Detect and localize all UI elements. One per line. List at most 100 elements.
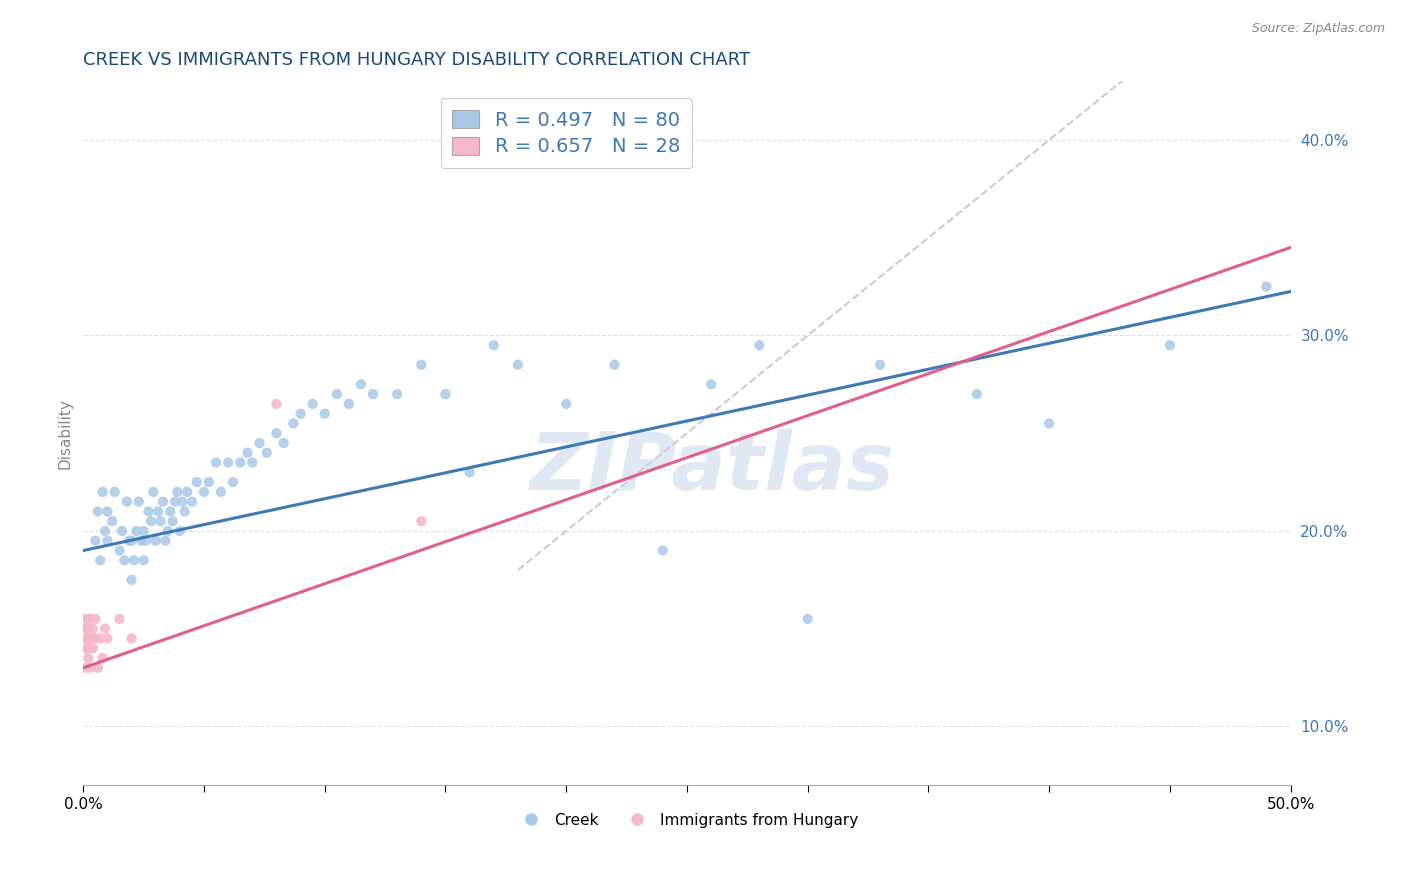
Point — [129, 533, 152, 548]
Point — [146, 504, 169, 518]
Point — [139, 514, 162, 528]
Point — [411, 514, 433, 528]
Point — [152, 494, 174, 508]
Point — [96, 533, 118, 548]
Point — [1038, 417, 1060, 431]
Point — [111, 524, 134, 538]
Point — [458, 466, 481, 480]
Point — [77, 612, 100, 626]
Point — [166, 484, 188, 499]
Point — [122, 553, 145, 567]
Point — [266, 397, 288, 411]
Point — [156, 524, 179, 538]
Point — [118, 533, 141, 548]
Point — [112, 553, 135, 567]
Point — [176, 484, 198, 499]
Point — [155, 533, 177, 548]
Legend: Creek, Immigrants from Hungary: Creek, Immigrants from Hungary — [510, 806, 865, 834]
Point — [236, 446, 259, 460]
Point — [748, 338, 770, 352]
Point — [87, 661, 110, 675]
Point — [186, 475, 208, 489]
Point — [79, 661, 101, 675]
Point — [138, 504, 160, 518]
Point — [79, 632, 101, 646]
Point — [229, 456, 252, 470]
Point — [869, 358, 891, 372]
Point — [84, 612, 107, 626]
Point — [79, 641, 101, 656]
Point — [96, 504, 118, 518]
Point — [209, 484, 232, 499]
Point — [256, 446, 278, 460]
Point — [101, 514, 124, 528]
Point — [198, 475, 221, 489]
Point — [337, 397, 360, 411]
Text: Source: ZipAtlas.com: Source: ZipAtlas.com — [1251, 22, 1385, 36]
Point — [555, 397, 578, 411]
Point — [796, 612, 818, 626]
Point — [326, 387, 349, 401]
Point — [506, 358, 529, 372]
Point — [273, 436, 295, 450]
Point — [411, 358, 433, 372]
Point — [77, 632, 100, 646]
Point — [82, 622, 104, 636]
Point — [249, 436, 271, 450]
Point — [173, 504, 195, 518]
Point — [89, 632, 111, 646]
Point — [75, 622, 97, 636]
Point — [162, 514, 184, 528]
Point — [290, 407, 312, 421]
Point — [142, 484, 165, 499]
Point — [1159, 338, 1181, 352]
Point — [181, 494, 204, 508]
Point — [91, 484, 114, 499]
Point — [108, 612, 131, 626]
Point — [75, 661, 97, 675]
Point — [121, 533, 143, 548]
Point — [132, 553, 155, 567]
Point — [75, 612, 97, 626]
Point — [603, 358, 626, 372]
Point — [89, 553, 111, 567]
Point — [75, 641, 97, 656]
Point — [205, 456, 228, 470]
Point — [121, 573, 143, 587]
Point — [84, 533, 107, 548]
Point — [121, 632, 143, 646]
Point — [145, 533, 167, 548]
Point — [172, 494, 194, 508]
Point — [77, 641, 100, 656]
Text: CREEK VS IMMIGRANTS FROM HUNGARY DISABILITY CORRELATION CHART: CREEK VS IMMIGRANTS FROM HUNGARY DISABIL… — [83, 51, 751, 69]
Point — [193, 484, 215, 499]
Point — [217, 456, 239, 470]
Point — [128, 494, 150, 508]
Point — [385, 387, 408, 401]
Point — [96, 632, 118, 646]
Point — [77, 622, 100, 636]
Point — [240, 456, 263, 470]
Point — [135, 533, 157, 548]
Point — [159, 504, 181, 518]
Point — [125, 524, 148, 538]
Point — [1256, 279, 1278, 293]
Point — [77, 651, 100, 665]
Point — [482, 338, 505, 352]
Y-axis label: Disability: Disability — [58, 398, 72, 468]
Point — [149, 514, 172, 528]
Text: ZIPatlas: ZIPatlas — [529, 429, 894, 508]
Point — [104, 484, 127, 499]
Point — [94, 524, 117, 538]
Point — [108, 543, 131, 558]
Point — [82, 632, 104, 646]
Point — [75, 632, 97, 646]
Point — [283, 417, 305, 431]
Point — [700, 377, 723, 392]
Point — [91, 651, 114, 665]
Point — [132, 524, 155, 538]
Point — [84, 632, 107, 646]
Point — [115, 494, 138, 508]
Point — [314, 407, 336, 421]
Point — [966, 387, 988, 401]
